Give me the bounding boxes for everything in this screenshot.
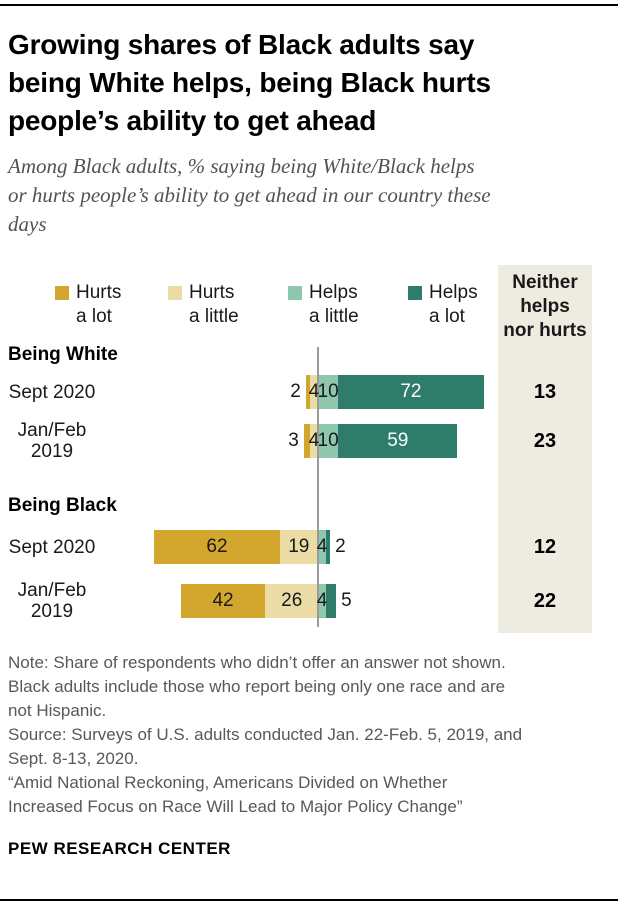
value-label: 59	[387, 430, 409, 451]
bar-segment-hurts-a-lot	[303, 424, 310, 458]
value-label: 4	[316, 536, 328, 557]
bar-segment-hurts-a-lot	[180, 584, 266, 618]
bar-segment-helps-a-lot	[338, 375, 484, 409]
row-label: Sept 2020	[8, 536, 96, 558]
legend-item-hurts-a-lot: Hurts a lot	[55, 281, 121, 329]
chart-subtitle: Among Black adults, % saying being White…	[8, 154, 491, 236]
bar-segment-hurts-a-little	[265, 584, 318, 618]
legend-swatch-helps-a-lot	[408, 286, 422, 300]
bar-segment-helps-a-little	[318, 530, 327, 564]
neither-value: 22	[533, 590, 557, 612]
neither-value: 13	[533, 381, 557, 403]
value-label: 19	[288, 536, 310, 557]
value-label: 2	[335, 536, 346, 557]
legend-item-helps-a-little: Helps a little	[288, 281, 359, 329]
bar-segment-helps-a-lot	[326, 584, 337, 618]
value-label: 2	[290, 381, 301, 402]
value-label: 4	[308, 381, 320, 402]
bottom-rule	[0, 899, 618, 901]
group-label: Being White	[8, 344, 118, 365]
bar-segment-hurts-a-lot	[154, 530, 280, 564]
top-rule	[0, 4, 618, 6]
value-label: 4	[308, 430, 320, 451]
value-label: 42	[212, 590, 234, 611]
value-label: 72	[400, 381, 422, 402]
legend-swatch-hurts-a-little	[168, 286, 182, 300]
bar-segment-helps-a-little	[318, 424, 339, 458]
legend-label: Hurts a little	[189, 282, 239, 327]
bar-segment-hurts-a-little	[309, 424, 318, 458]
report-title: “Amid National Reckoning, Americans Divi…	[8, 773, 463, 816]
legend-label: Hurts a lot	[76, 282, 122, 327]
legend-item-hurts-a-little: Hurts a little	[168, 281, 239, 329]
note-text: Note: Share of respondents who didn’t of…	[8, 653, 506, 720]
row-label: Sept 2020	[8, 381, 96, 403]
value-label: 26	[281, 590, 303, 611]
value-label: 10	[317, 430, 339, 451]
legend-item-helps-a-lot: Helps a lot	[408, 281, 478, 329]
value-label: 10	[317, 381, 339, 402]
bar-segment-hurts-a-little	[279, 530, 318, 564]
diverging-bar-chart: Neither helps nor hurts Hurts a lot Hurts…	[0, 263, 618, 635]
bar-segment-hurts-a-little	[309, 375, 318, 409]
neither-column-header: Neither helps nor hurts	[503, 272, 587, 341]
page-title: Growing shares of Black adults say being…	[8, 29, 491, 136]
source-text: Source: Surveys of U.S. adults conducted…	[8, 725, 523, 768]
value-label: 3	[288, 430, 299, 451]
legend-label: Helps a little	[309, 282, 359, 327]
value-label: 62	[206, 536, 228, 557]
neither-column-panel	[498, 265, 592, 633]
axis-center-line	[317, 347, 319, 627]
value-label: 4	[316, 590, 328, 611]
legend-swatch-hurts-a-lot	[55, 286, 69, 300]
neither-value: 12	[533, 536, 557, 558]
row-label: Jan/Feb 2019	[17, 420, 87, 462]
row-label: Jan/Feb 2019	[17, 580, 87, 622]
bar-segment-helps-a-lot	[338, 424, 458, 458]
bar-segment-helps-a-lot	[326, 530, 331, 564]
legend-label: Helps a lot	[429, 282, 478, 327]
notes: Note: Share of respondents who didn’t of…	[8, 651, 606, 819]
bar-segment-hurts-a-lot	[305, 375, 310, 409]
value-label: 5	[341, 590, 352, 611]
brand-footer: PEW RESEARCH CENTER	[8, 839, 231, 858]
group-label: Being Black	[8, 495, 117, 516]
bar-segment-helps-a-little	[318, 375, 339, 409]
legend-swatch-helps-a-little	[288, 286, 302, 300]
bar-segment-helps-a-little	[318, 584, 327, 618]
neither-value: 23	[533, 430, 557, 452]
